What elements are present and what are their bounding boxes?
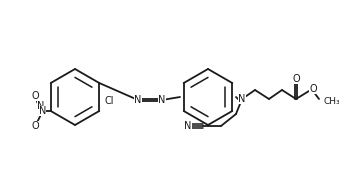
Text: N: N	[37, 101, 45, 111]
Text: O: O	[292, 74, 300, 84]
Text: CH₃: CH₃	[323, 97, 340, 105]
Text: N: N	[238, 94, 246, 104]
Text: O: O	[32, 91, 39, 101]
Text: N: N	[134, 95, 142, 105]
Text: O: O	[32, 121, 39, 131]
Text: N: N	[158, 95, 166, 105]
Text: Cl: Cl	[104, 96, 114, 106]
Text: O: O	[309, 84, 317, 94]
Text: N: N	[39, 106, 46, 116]
Text: N: N	[184, 121, 192, 131]
